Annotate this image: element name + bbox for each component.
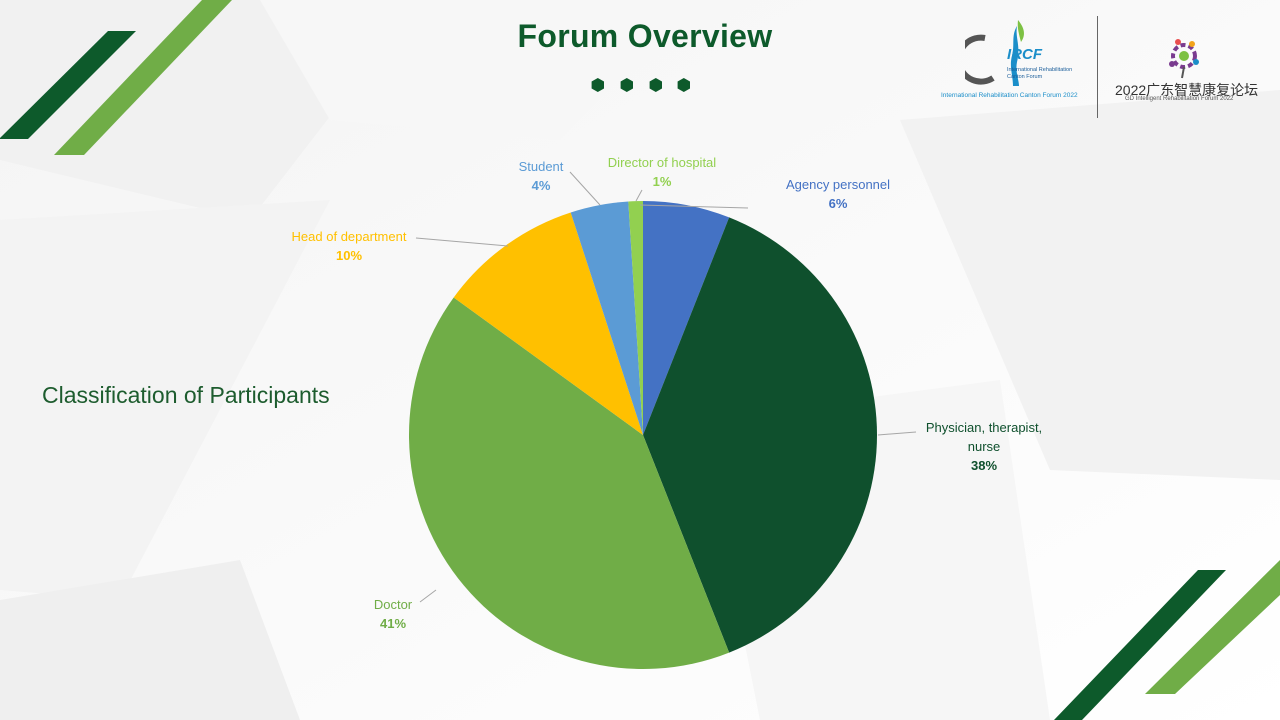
ircf-small-2: Canton Forum [1007, 74, 1043, 80]
decor-dots [591, 78, 690, 92]
decor-stripe-dark-br [1054, 570, 1226, 720]
ircf-caption: International Rehabilitation Canton Foru… [941, 92, 1078, 99]
ircf-small-1: International Rehabilitation [1007, 67, 1073, 73]
leader-line [877, 431, 917, 436]
leader-lines [415, 171, 917, 603]
leader-line [635, 189, 643, 202]
hex-dot-icon [620, 78, 633, 92]
gd-forum-sub: GD Intelligent Rehabilitation Forum 2022 [1125, 96, 1234, 102]
decor-stripe-dark-tl [0, 31, 136, 139]
slice-label: Head of department 10% [292, 229, 407, 263]
gd-logo-icon [1169, 39, 1199, 79]
slice-label: Physician, therapist, nurse 38% [926, 420, 1042, 473]
pie-slice-agency-personnel [643, 201, 730, 435]
decor-stripe-light-br [1145, 560, 1280, 694]
slice-label: Agency personnel 6% [786, 177, 890, 211]
logo-divider [1097, 16, 1098, 118]
pie-slice-doctor [408, 297, 730, 670]
ircf-wordmark: IRCF [1007, 46, 1042, 63]
pie-slice-physician-therapist-nurse [643, 217, 878, 653]
leader-line [639, 204, 749, 209]
slice-label: Director of hospital 1% [608, 155, 716, 189]
ircf-logo-icon [965, 20, 1025, 86]
pie-slice-head-of-department [453, 212, 643, 435]
decor-stripe-light-tl [54, 0, 232, 155]
gd-forum-title: 2022广东智慧康复论坛 [1115, 82, 1259, 98]
hex-dot-icon [677, 78, 690, 92]
page-title: Forum Overview [517, 18, 773, 54]
chart-subtitle: Classification of Participants [42, 382, 330, 408]
hex-dot-icon [649, 78, 662, 92]
slice-label: Student 4% [519, 159, 564, 193]
slice-label: Doctor 41% [374, 597, 413, 631]
logo-area: IRCF International Rehabilitation Canton… [935, 14, 1265, 124]
leader-line [569, 171, 601, 206]
pie-slice-student [570, 201, 643, 435]
leader-line [415, 237, 509, 247]
pie-slice-director-of-hospital [628, 200, 643, 435]
hex-dot-icon [591, 78, 604, 92]
pie-slices [408, 200, 878, 670]
slice-labels: Agency personnel 6% Physician, therapist, n… [292, 155, 1043, 631]
leader-line [419, 589, 437, 603]
